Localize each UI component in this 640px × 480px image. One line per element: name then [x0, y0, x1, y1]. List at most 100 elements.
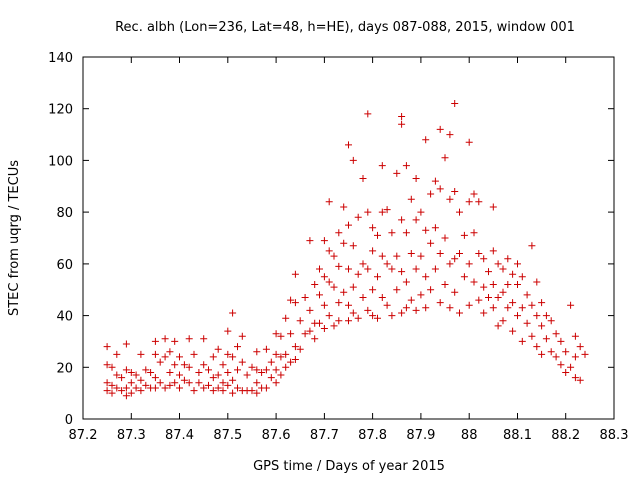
data-point: [262, 384, 270, 392]
data-point: [166, 369, 174, 376]
data-point: [562, 369, 570, 376]
data-point: [499, 317, 507, 325]
y-tick-label: 40: [56, 310, 73, 325]
y-tick-label: 80: [56, 206, 73, 221]
data-point: [460, 273, 468, 281]
data-point: [567, 363, 575, 371]
data-point: [291, 270, 299, 278]
y-tick-label: 140: [48, 51, 73, 66]
data-point: [320, 325, 328, 332]
data-point: [465, 301, 473, 309]
data-point: [127, 369, 135, 376]
data-point: [378, 208, 386, 216]
data-point: [489, 247, 497, 255]
data-point: [475, 296, 483, 304]
data-point: [383, 260, 391, 268]
data-point: [475, 250, 483, 257]
data-point: [287, 358, 295, 366]
data-point: [369, 286, 377, 294]
data-point: [538, 299, 546, 307]
data-point: [272, 379, 280, 387]
data-point: [180, 361, 188, 369]
data-point: [567, 301, 575, 309]
data-point: [190, 387, 198, 395]
data-point: [219, 387, 227, 395]
data-point: [122, 366, 130, 374]
data-point: [209, 353, 217, 361]
data-point: [296, 317, 304, 325]
data-point: [108, 363, 116, 371]
data-point: [436, 299, 444, 307]
data-point: [296, 345, 304, 353]
data-point: [325, 247, 333, 255]
data-point: [451, 288, 459, 296]
y-tick-label: 100: [48, 154, 73, 169]
data-point: [103, 343, 111, 351]
data-point: [581, 350, 589, 358]
data-point: [243, 371, 251, 379]
data-point: [330, 283, 338, 291]
data-point: [571, 374, 579, 382]
data-point: [364, 306, 372, 314]
data-point: [267, 374, 275, 382]
data-point: [229, 376, 237, 384]
data-point: [287, 330, 295, 338]
data-point: [431, 224, 439, 232]
data-point: [151, 337, 159, 345]
data-point: [190, 350, 198, 358]
data-point: [345, 141, 352, 149]
data-point: [431, 265, 439, 273]
data-point: [504, 281, 512, 288]
data-point: [272, 330, 280, 338]
data-point: [456, 208, 463, 216]
data-point: [132, 384, 140, 392]
data-point: [277, 371, 285, 379]
data-point: [248, 363, 256, 371]
data-point: [436, 250, 444, 257]
data-point: [161, 353, 169, 361]
data-point: [180, 376, 188, 384]
data-point: [224, 327, 232, 335]
y-tick-label: 20: [56, 361, 73, 376]
data-point: [185, 379, 193, 387]
data-point: [277, 332, 285, 340]
data-point: [485, 268, 492, 276]
data-point: [166, 348, 174, 356]
data-point: [345, 265, 352, 273]
data-point: [470, 278, 478, 286]
data-point: [533, 278, 541, 286]
data-point: [518, 304, 526, 312]
data-point: [441, 234, 449, 242]
data-point: [113, 350, 121, 358]
data-point: [311, 281, 319, 288]
data-point: [402, 278, 410, 286]
data-point: [509, 270, 517, 278]
x-tick-label: 88: [461, 428, 478, 443]
data-point: [156, 379, 164, 387]
data-point: [349, 156, 357, 164]
data-point: [557, 361, 565, 369]
data-point: [446, 304, 454, 312]
data-point: [108, 381, 116, 389]
data-point: [301, 330, 309, 338]
data-point: [224, 381, 232, 389]
data-point: [518, 337, 526, 345]
data-point: [287, 296, 295, 304]
data-point: [494, 294, 502, 301]
data-point: [108, 389, 116, 397]
data-point: [465, 260, 473, 268]
data-point: [422, 304, 430, 312]
data-point: [528, 301, 536, 309]
data-point: [325, 312, 333, 320]
data-point: [427, 190, 435, 198]
data-point: [171, 337, 179, 345]
data-point: [195, 369, 203, 376]
data-point: [147, 369, 155, 376]
data-point: [113, 384, 121, 392]
data-point: [306, 237, 314, 245]
data-point: [306, 306, 314, 314]
data-point: [137, 376, 145, 384]
data-point: [427, 286, 435, 294]
